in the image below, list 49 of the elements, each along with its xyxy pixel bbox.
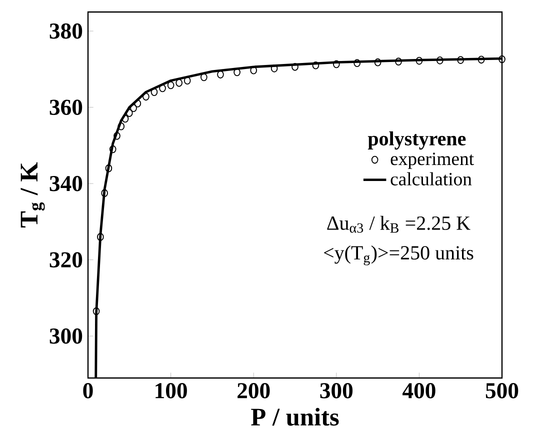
point bbox=[374, 58, 382, 66]
point bbox=[176, 78, 182, 87]
x-tick-label: 100 bbox=[156, 383, 187, 398]
point bbox=[292, 62, 298, 71]
point bbox=[130, 104, 137, 112]
point bbox=[92, 307, 100, 316]
point bbox=[105, 164, 112, 172]
point bbox=[97, 233, 104, 241]
point bbox=[101, 189, 108, 198]
x-tick-label: 500 bbox=[486, 383, 518, 398]
point bbox=[436, 56, 444, 64]
x-tick-label: 0 bbox=[83, 383, 93, 398]
point bbox=[150, 88, 158, 96]
point bbox=[478, 56, 485, 64]
y-tick-label: 360 bbox=[50, 100, 82, 115]
x-axis-title: P / units bbox=[251, 408, 339, 426]
y-tick-label: 380 bbox=[50, 23, 82, 39]
point bbox=[354, 59, 361, 68]
point bbox=[332, 60, 340, 68]
point bbox=[126, 109, 133, 117]
legend-label: experiment bbox=[390, 152, 474, 169]
y-tick-label: 340 bbox=[50, 176, 82, 192]
point bbox=[416, 56, 423, 65]
point bbox=[217, 70, 224, 78]
y-tick-label: 320 bbox=[50, 252, 82, 268]
point bbox=[184, 76, 191, 85]
point bbox=[457, 56, 464, 64]
point bbox=[270, 64, 278, 72]
point bbox=[395, 58, 402, 66]
legend-label: calculation bbox=[390, 172, 472, 186]
annotation: <y(T$_{g}$)>=250 units bbox=[324, 246, 474, 266]
point bbox=[142, 92, 150, 101]
point bbox=[498, 55, 506, 64]
legend-title: polystyrene bbox=[368, 131, 466, 150]
annotation: Δu$_{α3}$ / k$_{B}$ =2.25 K bbox=[327, 216, 470, 233]
point bbox=[122, 114, 129, 123]
point bbox=[118, 122, 125, 130]
point bbox=[159, 84, 166, 92]
point bbox=[200, 73, 208, 82]
point bbox=[114, 132, 120, 140]
point bbox=[109, 145, 116, 154]
x-tick-label: 200 bbox=[238, 383, 270, 398]
y-tick-label: 300 bbox=[50, 328, 82, 344]
point bbox=[134, 100, 142, 108]
point bbox=[312, 61, 320, 70]
x-tick-label: 300 bbox=[320, 383, 353, 398]
y-axis-title: T$_{g}$ / K bbox=[20, 162, 45, 228]
point bbox=[167, 81, 174, 90]
x-tick-label: 400 bbox=[402, 383, 436, 398]
